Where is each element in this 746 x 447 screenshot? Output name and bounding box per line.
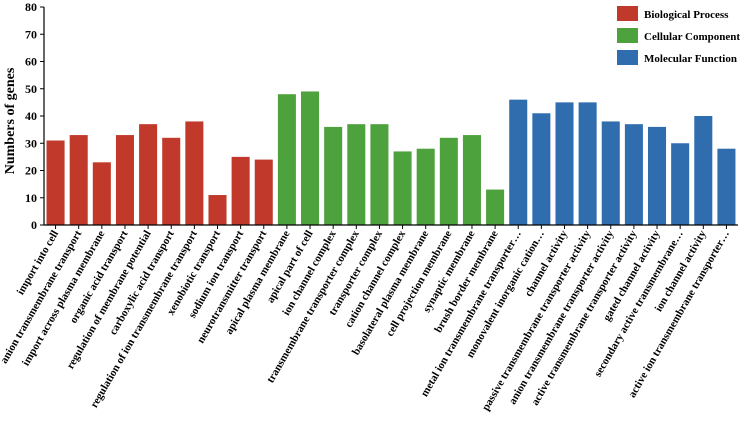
bar (671, 143, 690, 225)
bar (601, 121, 620, 225)
bar (69, 135, 88, 225)
y-tick-label: 50 (25, 82, 37, 96)
bar (439, 137, 458, 225)
legend-swatch (617, 6, 638, 21)
bar (92, 162, 111, 225)
legend-label: Biological Process (644, 9, 729, 21)
bar (231, 156, 250, 226)
bar (370, 124, 389, 225)
bar (648, 126, 667, 225)
bar (208, 195, 227, 225)
bar (185, 121, 204, 225)
y-tick-label: 30 (25, 136, 37, 150)
bar (555, 102, 574, 226)
bar (509, 99, 528, 225)
bar (532, 113, 551, 225)
bar (462, 135, 481, 225)
bar (254, 159, 273, 225)
bar (694, 116, 713, 225)
bar (162, 137, 181, 225)
legend: Biological Process Cellular Component Mole… (617, 6, 740, 65)
y-tick-label: 20 (25, 164, 37, 178)
y-tick-label: 10 (25, 191, 37, 205)
y-tick-label: 0 (31, 218, 37, 232)
bar (717, 148, 736, 225)
y-tick-label: 70 (25, 27, 37, 41)
y-tick-label: 60 (25, 55, 37, 69)
bar (301, 91, 320, 225)
bar (393, 151, 412, 225)
bar (347, 124, 366, 225)
bar (46, 140, 65, 225)
bar (624, 124, 643, 225)
bar (324, 126, 343, 225)
bar (115, 135, 134, 225)
legend-swatch (617, 28, 638, 43)
bar (277, 94, 296, 225)
bars (46, 91, 736, 226)
y-axis-title: Numbers of genes (3, 67, 18, 174)
y-axis: 0 10 20 30 40 50 60 70 80 (25, 0, 45, 232)
y-tick-label: 40 (25, 109, 37, 123)
legend-label: Cellular Component (644, 31, 740, 43)
bar (416, 148, 435, 225)
bar (578, 102, 597, 226)
legend-swatch (617, 50, 638, 65)
y-tick-label: 80 (25, 0, 37, 14)
legend-label: Molecular Function (644, 53, 737, 65)
bar (139, 124, 158, 225)
bar (486, 189, 505, 225)
